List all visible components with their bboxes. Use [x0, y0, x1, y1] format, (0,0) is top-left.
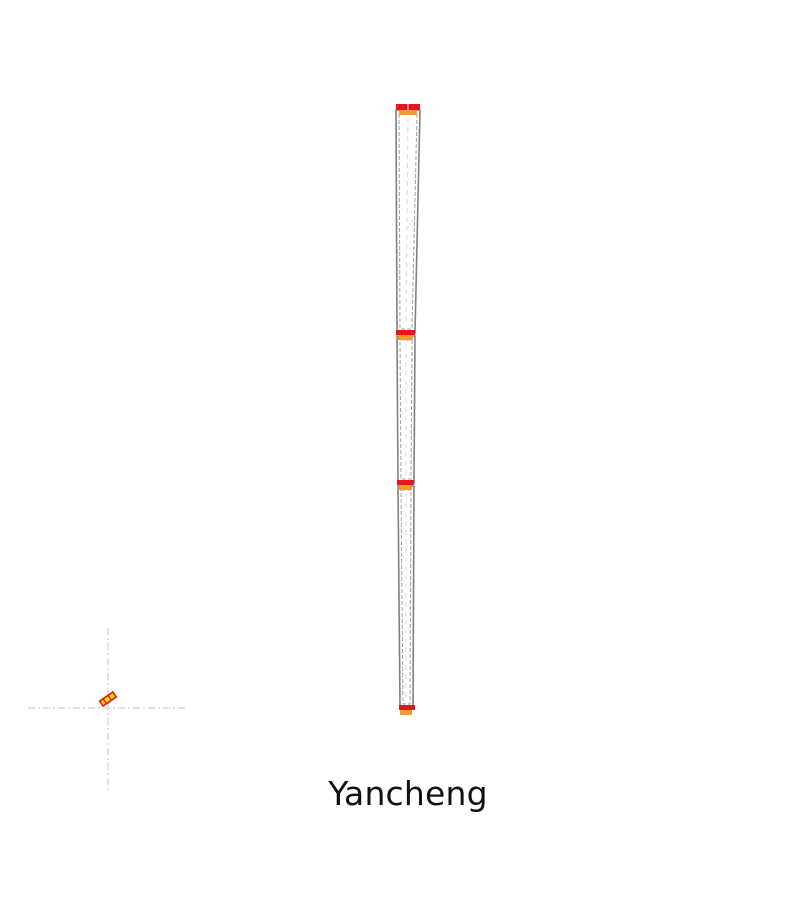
road-segment [396, 335, 416, 484]
road-network [395, 109, 421, 709]
junction-marker-icon [399, 705, 415, 715]
junction-marker-icon [396, 104, 420, 115]
road-segment [397, 485, 415, 709]
junction-marker-icon [397, 480, 414, 490]
ego-vehicle-marker-icon [98, 690, 118, 708]
junction-marker-icon [396, 330, 415, 340]
city-name-label: Yancheng [328, 774, 488, 813]
road-segment [395, 109, 421, 334]
overview-inset [28, 628, 188, 790]
junctions [396, 104, 420, 715]
